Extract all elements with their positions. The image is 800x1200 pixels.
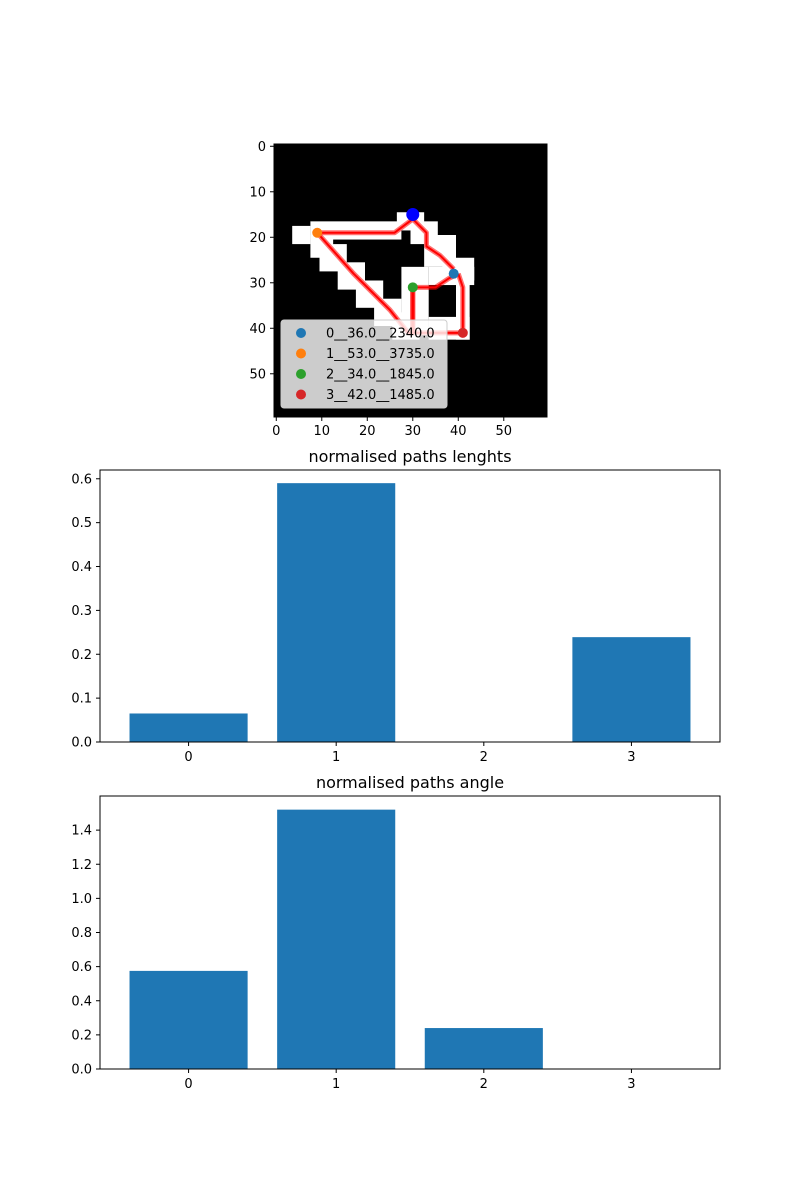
y-tick-label: 0.3 (71, 604, 92, 619)
y-tick-label: 1.4 (71, 824, 92, 839)
map-x-axis: 0 10 20 30 40 50 (272, 417, 512, 439)
x-tick-label: 2 (480, 1077, 488, 1092)
y-tick-label: 0.2 (71, 648, 92, 663)
x-tick-label: 3 (627, 750, 635, 765)
x-tick-label: 1 (332, 750, 340, 765)
lengths-axes-frame (99, 469, 721, 743)
endpoint-marker (407, 282, 418, 293)
y-tick-label: 0.5 (71, 516, 92, 531)
mask-region (292, 225, 311, 245)
y-tick-label: 0 (258, 140, 266, 155)
angle-y-axis: 0.0 0.2 0.4 0.6 0.8 1.0 1.2 1.4 (71, 824, 100, 1078)
y-tick-label: 20 (249, 231, 266, 246)
bar (277, 809, 396, 1069)
lengths-y-axis: 0.0 0.1 0.2 0.3 0.4 0.5 0.6 (71, 472, 100, 751)
endpoint-marker (312, 227, 323, 238)
x-tick-label: 30 (405, 424, 422, 439)
legend-entry-label: 3__42.0__1485.0 (326, 388, 435, 403)
endpoint-marker (457, 327, 468, 338)
legend-box (280, 319, 448, 409)
legend-entry-label: 2__34.0__1845.0 (326, 368, 435, 383)
path-line-core (317, 218, 455, 270)
y-tick-label: 0.4 (71, 560, 92, 575)
x-tick-label: 1 (332, 1077, 340, 1092)
map-y-axis: 0 10 20 30 40 50 (249, 140, 274, 382)
x-tick-label: 20 (359, 424, 376, 439)
start-point-marker (406, 208, 420, 222)
x-tick-label: 40 (450, 424, 467, 439)
y-tick-label: 30 (249, 276, 266, 291)
y-tick-label: 1.2 (71, 858, 92, 873)
legend-marker (296, 369, 306, 379)
angle-bars (129, 809, 543, 1069)
bar (277, 483, 396, 742)
map-legend: 0__36.0__2340.0 1__53.0__3735.0 2__34.0__1… (280, 319, 448, 409)
lengths-bars (129, 483, 691, 742)
legend-entry-label: 0__36.0__2340.0 (326, 327, 435, 342)
lengths-chart-title: normalised paths lenghts (308, 447, 511, 466)
angle-chart-title: normalised paths angle (316, 773, 504, 792)
bar (129, 713, 248, 742)
bar (572, 637, 691, 742)
y-tick-label: 50 (249, 367, 266, 382)
x-tick-label: 0 (184, 750, 192, 765)
x-tick-label: 0 (184, 1077, 192, 1092)
legend-marker (296, 389, 306, 400)
angle-x-axis: 0 1 2 3 (184, 1069, 636, 1092)
x-tick-label: 2 (480, 750, 488, 765)
y-tick-label: 10 (249, 185, 266, 200)
lengths-x-axis: 0 1 2 3 (184, 742, 636, 765)
legend-marker (296, 328, 306, 338)
x-tick-label: 50 (496, 424, 513, 439)
y-tick-label: 0.4 (71, 994, 92, 1009)
x-tick-label: 0 (272, 424, 280, 439)
y-tick-label: 1.0 (71, 892, 92, 907)
x-tick-label: 3 (627, 1077, 635, 1092)
bar (129, 970, 248, 1069)
legend-marker (296, 348, 306, 359)
y-tick-label: 40 (249, 322, 266, 337)
map-axes-frame (273, 143, 548, 418)
endpoint-marker (448, 268, 459, 279)
x-tick-label: 10 (314, 424, 331, 439)
map-panel: 0 10 20 30 40 50 0 10 20 30 40 50 0__36.0__2340.0 1… (249, 140, 548, 439)
y-tick-label: 0.0 (71, 1063, 92, 1078)
y-tick-label: 0.1 (71, 692, 92, 707)
angle-bar-chart: normalised paths angle 0 1 2 3 0.0 0.2 0.4 0.6… (71, 773, 721, 1092)
bar (424, 1028, 543, 1069)
y-tick-label: 0.0 (71, 736, 92, 751)
y-tick-label: 0.6 (71, 960, 92, 975)
y-tick-label: 0.2 (71, 1028, 92, 1043)
y-tick-label: 0.6 (71, 472, 92, 487)
legend-entry-label: 1__53.0__3735.0 (326, 347, 435, 362)
y-tick-label: 0.8 (71, 926, 92, 941)
